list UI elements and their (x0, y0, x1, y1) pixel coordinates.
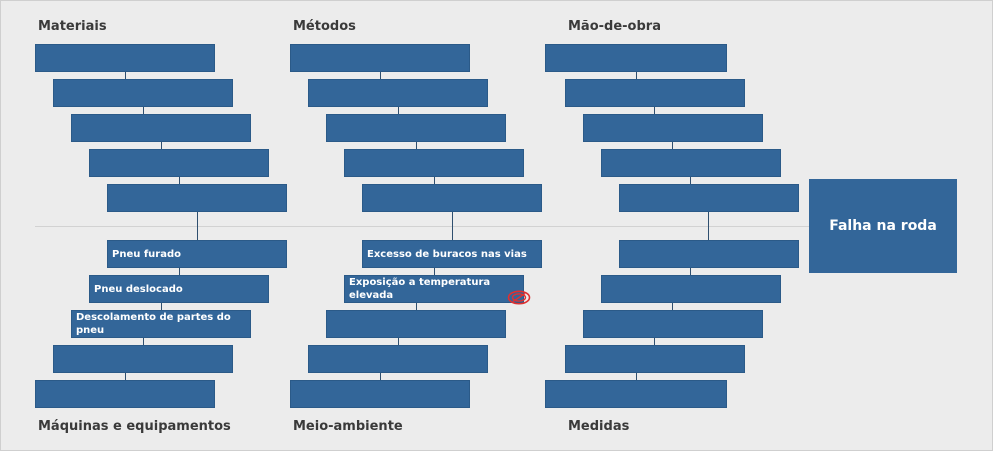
cause-box-maquinas[interactable] (53, 345, 233, 373)
cause-box-materiais[interactable] (35, 44, 215, 72)
bone-materiais (143, 106, 144, 114)
cause-box-meio-ambiente[interactable]: Exposição a temperatura elevada (344, 275, 524, 303)
bone-maquinas (161, 302, 162, 310)
cause-box-maquinas[interactable]: Pneu deslocado (89, 275, 269, 303)
cause-box-medidas[interactable] (565, 345, 745, 373)
cause-box-medidas[interactable] (601, 275, 781, 303)
cause-box-maquinas[interactable]: Descolamento de partes do pneu (71, 310, 251, 338)
bone-mao-de-obra (636, 71, 637, 79)
cause-box-materiais[interactable] (71, 114, 251, 142)
cause-box-maquinas[interactable]: Pneu furado (107, 240, 287, 268)
cause-box-metodos[interactable] (362, 184, 542, 212)
bone-medidas (690, 267, 691, 275)
bone-materiais (125, 71, 126, 79)
cause-box-mao-de-obra[interactable] (601, 149, 781, 177)
bone-metodos (434, 176, 435, 184)
cause-box-mao-de-obra[interactable] (583, 114, 763, 142)
bone-materiais (179, 176, 180, 184)
bone-meio-ambiente (434, 267, 435, 275)
cause-box-materiais[interactable] (53, 79, 233, 107)
bone-maquinas (143, 337, 144, 345)
category-label-metodos: Métodos (293, 19, 356, 34)
cause-box-materiais[interactable] (107, 184, 287, 212)
bone-mao-de-obra (672, 141, 673, 149)
cause-box-metodos[interactable] (326, 114, 506, 142)
cause-box-mao-de-obra[interactable] (545, 44, 727, 72)
bone-meio-ambiente (416, 302, 417, 310)
bone-maquinas (179, 267, 180, 275)
bone-metodos (380, 71, 381, 79)
cause-box-medidas[interactable] (583, 310, 763, 338)
bone-mao-de-obra (654, 106, 655, 114)
bone-medidas (672, 302, 673, 310)
cause-box-metodos[interactable] (290, 44, 470, 72)
category-label-medidas: Medidas (568, 419, 630, 434)
no-entry-icon (507, 290, 531, 305)
bone-medidas (654, 337, 655, 345)
category-label-meio-ambiente: Meio-ambiente (293, 419, 403, 434)
cause-box-mao-de-obra[interactable] (619, 184, 799, 212)
bone-mao-de-obra (708, 211, 709, 240)
bone-meio-ambiente (398, 337, 399, 345)
bone-meio-ambiente (380, 372, 381, 380)
cause-box-meio-ambiente[interactable] (326, 310, 506, 338)
cause-box-materiais[interactable] (89, 149, 269, 177)
cause-box-meio-ambiente[interactable]: Excesso de buracos nas vias (362, 240, 542, 268)
cause-box-maquinas[interactable] (35, 380, 215, 408)
cause-box-meio-ambiente[interactable] (308, 345, 488, 373)
category-label-mao-de-obra: Mão-de-obra (568, 19, 661, 34)
bone-mao-de-obra (690, 176, 691, 184)
cause-box-medidas[interactable] (619, 240, 799, 268)
cause-box-metodos[interactable] (308, 79, 488, 107)
category-label-maquinas: Máquinas e equipamentos (38, 419, 231, 434)
cause-box-mao-de-obra[interactable] (565, 79, 745, 107)
bone-medidas (636, 372, 637, 380)
bone-materiais (161, 141, 162, 149)
bone-metodos (416, 141, 417, 149)
bone-metodos (452, 211, 453, 240)
bone-materiais (197, 211, 198, 240)
spine-line (35, 226, 809, 227)
cause-box-metodos[interactable] (344, 149, 524, 177)
cause-box-medidas[interactable] (545, 380, 727, 408)
cause-box-meio-ambiente[interactable] (290, 380, 470, 408)
bone-metodos (398, 106, 399, 114)
bone-maquinas (125, 372, 126, 380)
effect-box[interactable]: Falha na roda (809, 179, 957, 273)
category-label-materiais: Materiais (38, 19, 107, 34)
